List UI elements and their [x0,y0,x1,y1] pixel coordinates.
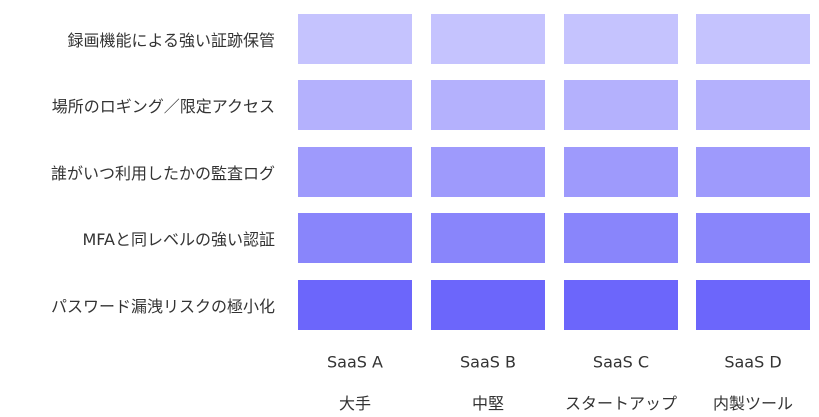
cell [564,80,678,130]
cell [564,147,678,197]
column-kind: 中堅 [471,394,505,413]
cell [431,14,545,64]
cell [696,147,810,197]
column-name: SaaS B [460,352,516,372]
cell [431,80,545,130]
cell [564,280,678,330]
cell [431,280,545,330]
cell [696,14,810,64]
cell [696,280,810,330]
column-kind: スタートアップ [564,394,678,413]
cell [564,14,678,64]
cell [564,213,678,263]
column-name: SaaS C [592,352,650,372]
cell [431,147,545,197]
cell [298,80,412,130]
row-label: MFAと同レベルの強い認証 [82,230,276,249]
cell [431,213,545,263]
cell [298,14,412,64]
column-kind: 大手 [338,394,372,413]
row-label: 場所のロギング／限定アクセス [51,97,275,116]
column-name: SaaS A [327,352,383,372]
cell [298,213,412,263]
cell [696,80,810,130]
cell [298,147,412,197]
cell [696,213,810,263]
column-kind: 内製ツール [712,394,794,413]
row-label: 誰がいつ利用したかの監査ログ [50,164,275,183]
column-name: SaaS D [724,352,782,372]
cell [298,280,412,330]
row-label: 録画機能による強い証跡保管 [67,31,275,50]
row-label: パスワード漏洩リスクの極小化 [50,297,275,316]
